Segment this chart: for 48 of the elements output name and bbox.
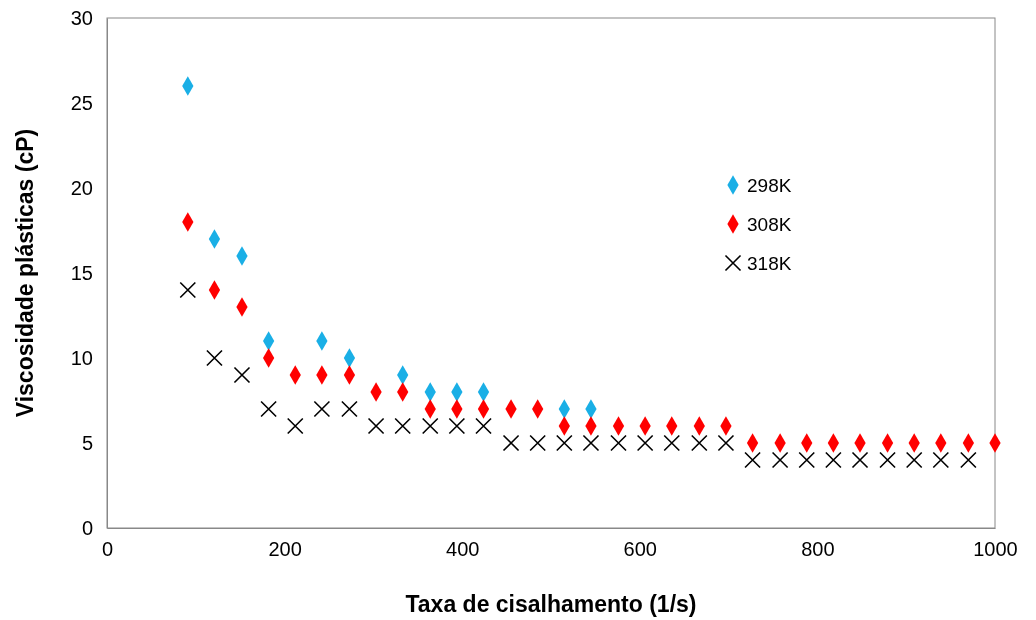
y-tick-label: 20 [70,176,93,199]
x-tick-label: 800 [801,538,835,561]
point [206,349,223,367]
point [932,451,950,469]
point [905,451,923,469]
point [233,366,251,384]
point [663,434,681,452]
point [286,417,304,435]
y-tick-label: 5 [81,431,93,454]
point [502,434,520,452]
point [610,434,627,452]
y-axis-title: Viscosidade plásticas (cP) [12,128,38,418]
y-tick-label: 25 [70,91,93,114]
point [179,281,197,299]
point [341,400,358,418]
point [582,434,600,452]
legend-label: 308K [747,214,792,235]
point [798,451,816,469]
x-tick-label: 0 [101,538,114,561]
point [260,400,277,418]
point [448,417,466,435]
point [744,451,761,469]
point [475,417,492,435]
y-tick-label: 30 [70,6,93,29]
legend-label: 318K [747,253,792,274]
point [555,434,573,452]
point [879,451,896,469]
point [421,417,439,435]
point [771,451,789,469]
legend-label: 298K [747,175,792,196]
point [529,434,547,452]
x-tick-label: 400 [446,538,480,561]
point [313,400,331,418]
y-tick-label: 15 [70,261,93,284]
x-axis-title: Taxa de cisalhamento (1/s) [405,591,697,617]
x-tick-label: 200 [268,538,302,561]
point [394,417,412,435]
point [690,434,708,452]
point [825,451,842,469]
x-tick-label: 1000 [973,538,1018,561]
point [851,451,869,469]
point [636,434,654,452]
y-tick-label: 0 [81,516,93,539]
point [960,451,977,469]
y-tick-label: 10 [70,346,93,369]
point [367,417,385,435]
x-tick-label: 600 [623,538,657,561]
point [717,434,735,452]
